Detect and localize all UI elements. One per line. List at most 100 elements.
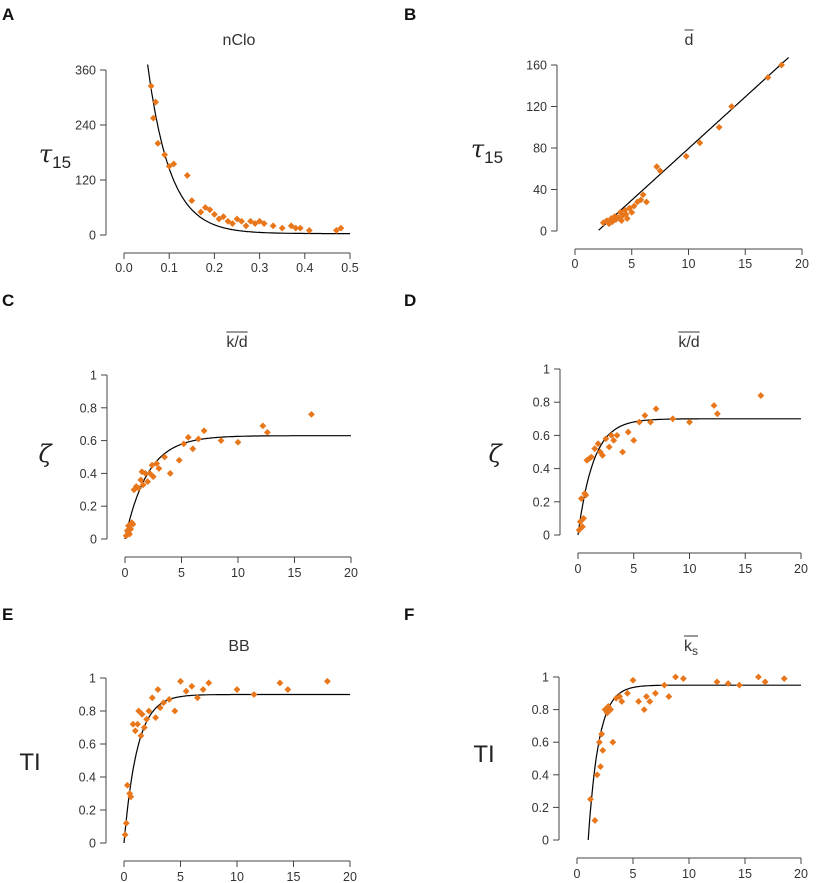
data-point [624,428,632,436]
data-point [129,520,137,528]
data-point [305,227,313,234]
data-point [624,689,631,697]
y-tick-label: 240 [75,119,96,133]
x-tick-label: 0 [121,870,128,883]
fit-curve [598,57,790,231]
panel-title: k/d [678,334,699,351]
data-point [736,681,743,689]
panel-c: Ck/d ζ 0 5 10 15 20 0 0.2 0.4 0.6 0.8 1 [2,291,358,580]
y-tick-label: 1 [89,672,96,686]
data-point [134,720,141,728]
data-point [591,817,599,824]
y-tick-label: 1 [90,369,97,383]
y-tick-label: 0.4 [80,467,97,481]
y-axis-label: τ15 [471,135,503,167]
panel-e: E BB TI 0 5 10 15 20 0 0.2 0.4 0.6 0.8 1 [2,605,357,883]
data-point [205,679,213,687]
x-tick-label: 0.1 [161,261,178,275]
x-tick-label: 0 [575,562,582,576]
data-point [180,440,188,448]
data-point [182,687,190,695]
x-tick-label: 5 [630,867,637,881]
data-point [161,151,169,159]
data-point [652,689,659,697]
x-tick-label: 15 [738,562,752,576]
x-tick-label: 0.4 [296,261,313,275]
y-tick-label: 0.4 [79,771,96,785]
data-point [149,114,157,122]
y-axis-label: TI [473,741,494,768]
data-point [224,217,232,225]
data-point [200,427,208,435]
data-point [123,781,131,789]
data-point [188,197,196,205]
data-point [686,418,693,426]
data-point [220,213,227,221]
data-point [127,793,135,801]
data-point [247,217,254,225]
data-point [713,678,721,686]
x-tick-label: 0.2 [206,261,223,275]
y-tick-label: 120 [526,100,547,114]
panel-b: Bd τ15 0 5 10 15 20 0 40 80 120 160 [404,5,809,271]
data-point [605,443,613,451]
data-point [131,727,139,735]
x-tick-label: 0.0 [115,261,132,275]
x-tick-label: 15 [738,867,752,881]
data-point [608,432,615,439]
data-point [635,418,643,426]
data-point [780,675,788,683]
data-point [126,530,133,538]
panel-letter: A [2,5,14,24]
data-point [144,478,151,485]
y-tick-label: 0.8 [533,396,550,410]
data-point [156,704,164,712]
data-point [635,698,642,705]
data-point [682,152,690,160]
data-point [175,456,183,464]
data-point [619,448,626,456]
data-point [764,74,772,81]
data-point [121,831,129,839]
data-point [152,714,160,721]
data-point [195,435,202,443]
data-point [599,746,607,754]
fit-curve [124,435,351,540]
data-point [710,402,718,409]
panel-letter: E [2,605,13,624]
data-point [229,220,236,227]
data-point [148,694,156,702]
y-axis-label: ζ [38,440,53,468]
data-point [143,715,150,723]
data-point [276,679,284,687]
data-point [680,675,687,683]
data-point [660,681,668,689]
data-point [287,222,295,230]
y-tick-label: 0.2 [80,500,97,514]
panel-title: BB [228,638,249,655]
data-point [630,436,638,444]
data-point [613,432,621,439]
data-point [188,682,196,690]
data-point [656,167,664,175]
fit-curve [587,684,801,841]
data-point [755,673,762,681]
data-point [728,103,736,110]
data-point [263,429,271,436]
y-tick-label: 0.6 [79,738,96,752]
data-point [616,693,623,700]
x-tick-label: 5 [178,566,185,580]
data-point [308,410,315,418]
data-point [672,673,679,681]
data-point [137,732,145,740]
data-point [201,204,209,211]
data-point [610,436,618,444]
data-point [596,448,604,456]
x-tick-label: 0 [572,257,579,271]
data-point [591,445,599,453]
data-point [646,698,654,705]
y-tick-label: 0.2 [533,495,550,509]
data-point [251,220,259,227]
data-point [665,693,673,700]
